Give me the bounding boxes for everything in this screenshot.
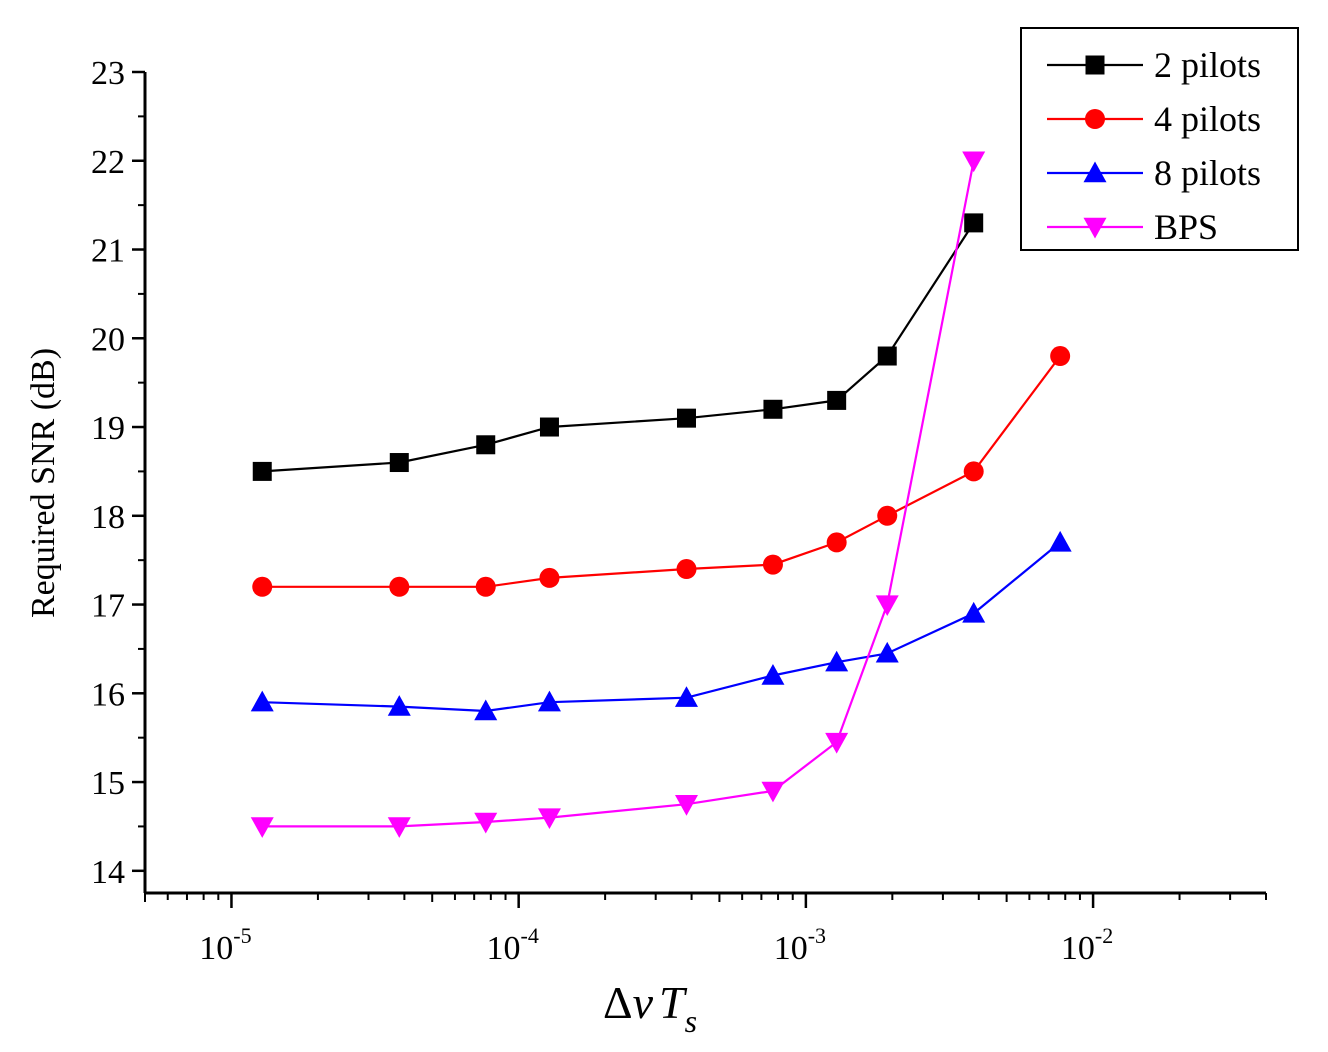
series-line	[262, 160, 975, 828]
data-point	[763, 399, 783, 419]
data-point	[825, 732, 849, 754]
x-axis-label-delta: Δ	[603, 977, 633, 1028]
y-tick-label: 14	[91, 854, 125, 891]
series-bps	[250, 151, 986, 838]
legend-entry: 4 pilots	[1047, 99, 1261, 139]
data-point	[877, 505, 898, 526]
data-point	[389, 453, 409, 473]
data-point	[474, 699, 498, 721]
data-point	[875, 641, 899, 663]
data-point	[674, 795, 698, 816]
x-tick-label: 10-4	[487, 923, 539, 967]
y-tick-label: 22	[91, 144, 125, 181]
data-point	[537, 808, 561, 830]
legend-label: 8 pilots	[1154, 153, 1261, 193]
data-point	[674, 686, 698, 707]
legend-entry: BPS	[1047, 207, 1218, 247]
data-point	[476, 435, 496, 455]
x-axis-label-sub: s	[685, 1003, 697, 1039]
x-axis-label: Δv Ts	[603, 977, 697, 1039]
legend-entry: 2 pilots	[1047, 45, 1261, 85]
data-point	[1050, 346, 1071, 367]
series-layer	[250, 151, 1072, 838]
y-tick-label: 18	[91, 499, 125, 536]
data-point	[537, 690, 561, 712]
series-line	[262, 222, 975, 473]
y-tick-label: 15	[91, 765, 125, 802]
data-point	[539, 567, 560, 588]
legend-label: 2 pilots	[1154, 45, 1261, 85]
data-point	[963, 461, 984, 482]
y-tick-label: 21	[91, 233, 125, 270]
data-point	[539, 417, 559, 437]
series-8-pilots	[250, 530, 1072, 721]
data-point	[252, 576, 273, 597]
data-point	[389, 576, 410, 597]
legend-marker	[1085, 109, 1105, 129]
data-point	[252, 461, 272, 481]
legend-marker	[1085, 55, 1105, 75]
y-tick-label: 16	[91, 676, 125, 713]
data-point	[962, 151, 986, 173]
x-tick-label: 10-3	[774, 923, 826, 967]
data-point	[826, 532, 847, 553]
x-tick-label: 10-2	[1061, 923, 1113, 967]
data-point	[877, 346, 897, 366]
y-tick-label: 19	[91, 410, 125, 447]
y-tick-label: 23	[91, 55, 125, 92]
legend-label: 4 pilots	[1154, 99, 1261, 139]
y-tick-label: 17	[91, 588, 125, 625]
y-axis-label: Required SNR (dB)	[25, 348, 62, 618]
data-point	[761, 781, 785, 803]
data-point	[676, 559, 697, 580]
data-point	[474, 812, 498, 834]
series-line	[262, 355, 1062, 588]
series-4-pilots	[252, 346, 1071, 597]
legend: 2 pilots 4 pilots 8 pilots BPS	[1020, 27, 1299, 251]
legend-marker	[1083, 161, 1107, 183]
legend-entry: 8 pilots	[1047, 153, 1261, 193]
x-tick-label: 10-5	[199, 923, 251, 967]
data-point	[1048, 530, 1072, 552]
x-axis-label-nu: v	[633, 977, 654, 1028]
x-axis-label-t: T	[659, 977, 688, 1028]
data-point	[964, 213, 984, 233]
data-point	[250, 690, 274, 712]
data-point	[827, 390, 847, 410]
data-point	[875, 595, 899, 617]
data-point	[825, 650, 849, 672]
data-point	[762, 554, 783, 575]
legend-label: BPS	[1154, 207, 1218, 247]
data-point	[475, 576, 496, 597]
data-point	[761, 664, 785, 685]
series-line	[262, 541, 1061, 713]
data-point	[387, 695, 411, 716]
legend-marker	[1083, 217, 1107, 239]
data-point	[250, 817, 274, 838]
data-point	[387, 817, 411, 838]
series-2-pilots	[252, 213, 984, 481]
ticks: 14 15 16 17 18 19 20 21 22 23 10-5 10-4 10-3 10-2	[91, 55, 1267, 967]
data-point	[962, 601, 986, 623]
y-tick-label: 20	[91, 321, 125, 358]
data-point	[676, 408, 696, 428]
